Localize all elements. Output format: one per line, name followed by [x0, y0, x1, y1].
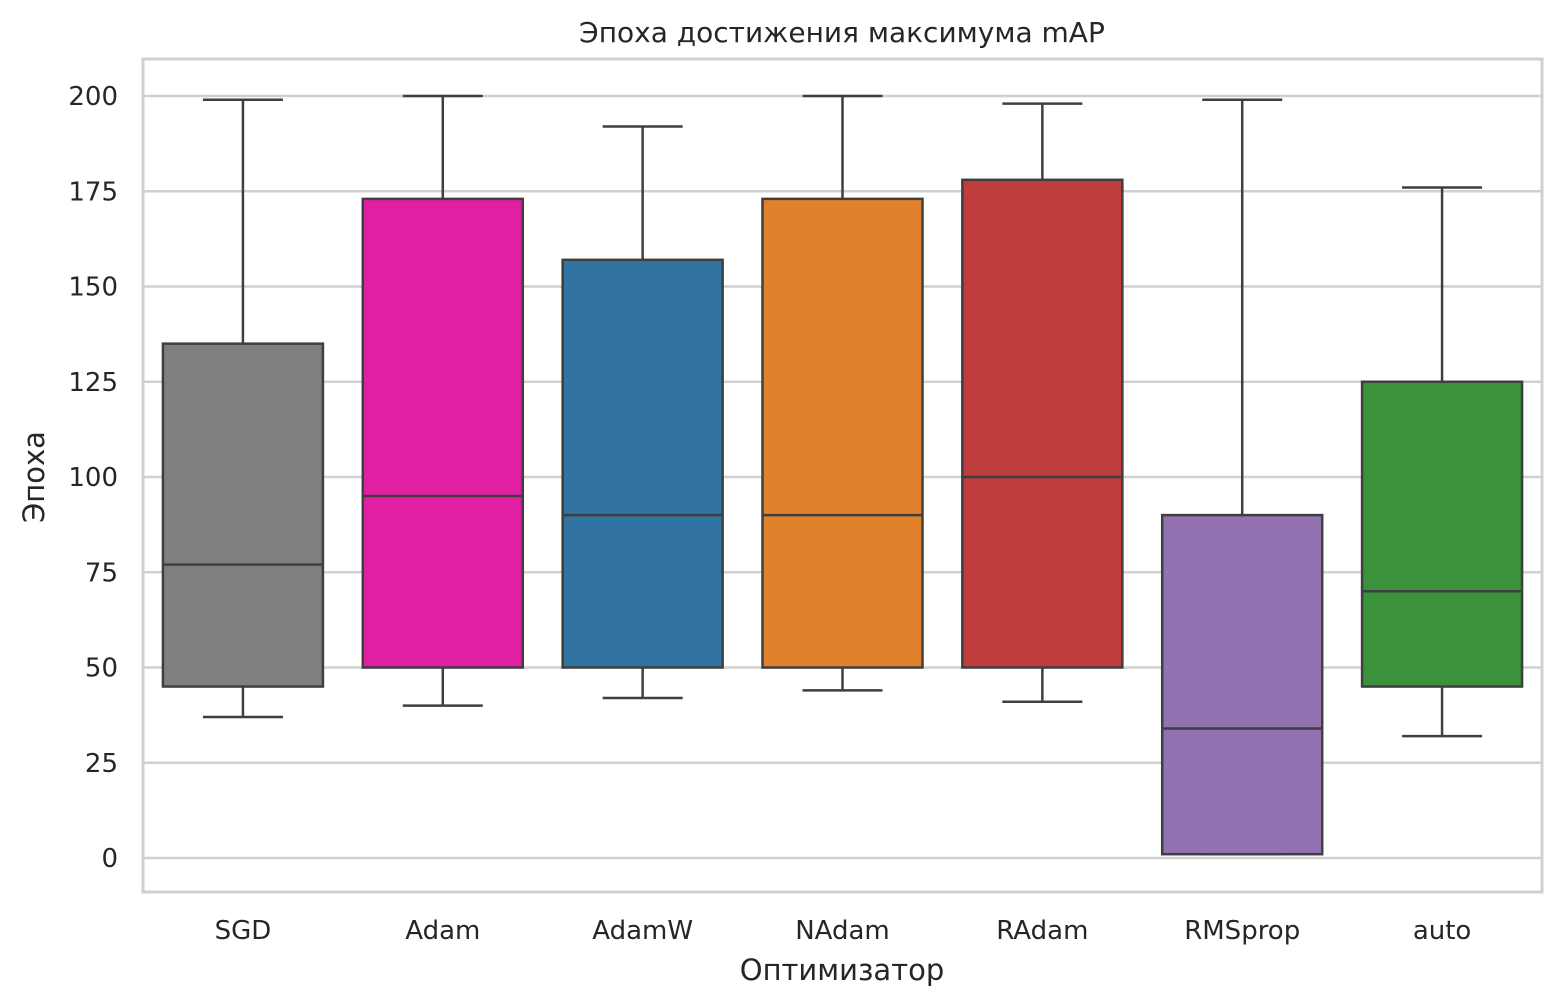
- x-axis-ticks: SGD Adam AdamW NAdam RAdam RMSprop auto: [215, 916, 1472, 946]
- y-tick-label: 200: [68, 82, 118, 112]
- x-tick-label: RMSprop: [1184, 916, 1300, 946]
- x-tick-label: Adam: [405, 916, 480, 946]
- x-tick-label: NAdam: [795, 916, 890, 946]
- iqr-box: [561, 258, 724, 669]
- box-series: [161, 94, 1524, 856]
- x-axis-label: Оптимизатор: [740, 953, 945, 987]
- y-tick-label: 0: [101, 844, 118, 874]
- y-axis-label: Эпоха: [17, 431, 51, 523]
- iqr-box: [761, 197, 924, 669]
- box-radam: [961, 102, 1124, 704]
- iqr-box: [1360, 380, 1524, 688]
- y-tick-label: 50: [85, 654, 118, 684]
- box-rmsprop: [1160, 98, 1324, 856]
- box-nadam: [761, 94, 924, 692]
- y-tick-label: 100: [68, 463, 118, 493]
- y-tick-label: 150: [68, 273, 118, 303]
- box-adam: [361, 94, 525, 707]
- iqr-box: [361, 197, 525, 669]
- y-tick-label: 25: [85, 749, 118, 779]
- iqr-box: [1160, 513, 1324, 856]
- y-tick-label: 125: [68, 368, 118, 398]
- x-tick-label: RAdam: [996, 916, 1088, 946]
- y-axis-ticks: 0 25 50 75 100 125 150 175 200: [68, 82, 118, 874]
- x-tick-label: auto: [1413, 916, 1472, 946]
- chart-title: Эпоха достижения максимума mAP: [579, 16, 1105, 49]
- x-tick-label: SGD: [215, 916, 272, 946]
- y-tick-label: 175: [68, 177, 118, 207]
- iqr-box: [961, 178, 1124, 669]
- box-auto: [1360, 186, 1524, 738]
- box-sgd: [161, 98, 325, 719]
- y-tick-label: 75: [85, 558, 118, 588]
- x-tick-label: AdamW: [592, 916, 693, 946]
- iqr-box: [161, 342, 325, 688]
- box-adamw: [561, 125, 724, 700]
- plot-frame: [141, 57, 1544, 894]
